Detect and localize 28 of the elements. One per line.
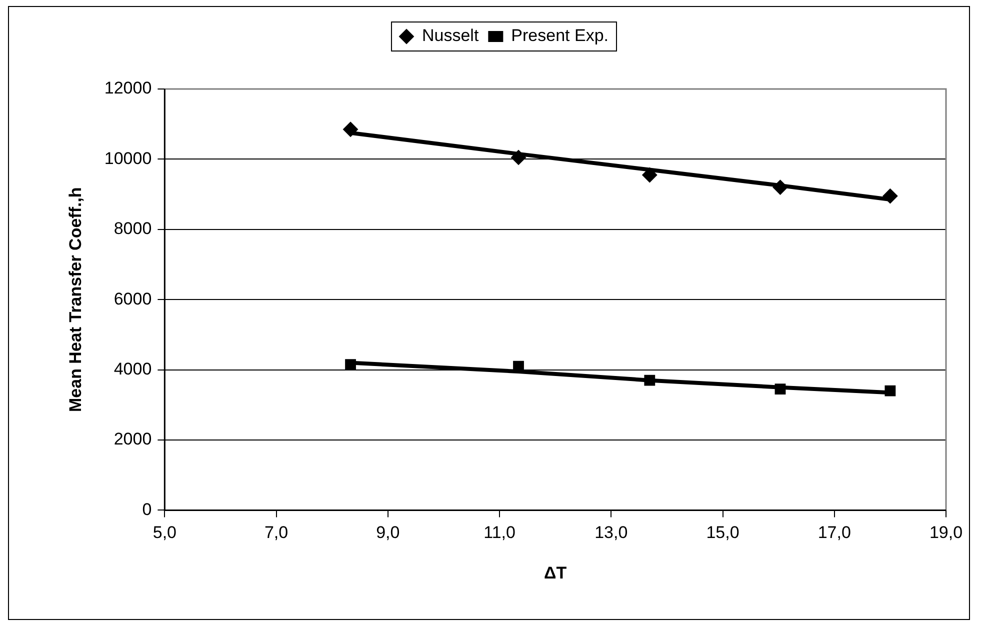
- y-tick-label: 4000: [114, 359, 152, 378]
- point: [882, 188, 898, 204]
- point: [884, 385, 896, 396]
- x-tick-label: 15,0: [706, 523, 740, 542]
- y-tick-label: 8000: [114, 219, 152, 238]
- y-tick-label: 10000: [104, 148, 152, 168]
- y-tick-label: 6000: [114, 289, 152, 308]
- x-tick-label: 9,0: [376, 523, 400, 542]
- x-tick-label: 17,0: [818, 523, 851, 542]
- x-tick-label: 7,0: [264, 523, 288, 542]
- y-tick-label: 12000: [104, 78, 152, 98]
- x-tick-label: 19,0: [929, 523, 963, 542]
- legend-label: Nusselt: [422, 26, 479, 46]
- y-tick-label: 0: [142, 500, 152, 519]
- point: [772, 180, 788, 195]
- legend-label: Present Exp.: [511, 26, 609, 46]
- y-tick-label: 2000: [114, 430, 152, 449]
- x-tick-label: 13,0: [594, 523, 628, 542]
- point: [345, 359, 356, 370]
- point: [511, 150, 526, 165]
- x-axis-title: ΔT: [544, 563, 568, 582]
- x-tick-label: 11,0: [484, 523, 516, 542]
- y-axis-title: Mean Heat Transfer Coeff.,h: [66, 187, 85, 412]
- point: [343, 122, 358, 137]
- x-tick-label: 5,0: [152, 523, 176, 542]
- point: [774, 384, 786, 395]
- point: [642, 167, 658, 182]
- point: [644, 374, 656, 386]
